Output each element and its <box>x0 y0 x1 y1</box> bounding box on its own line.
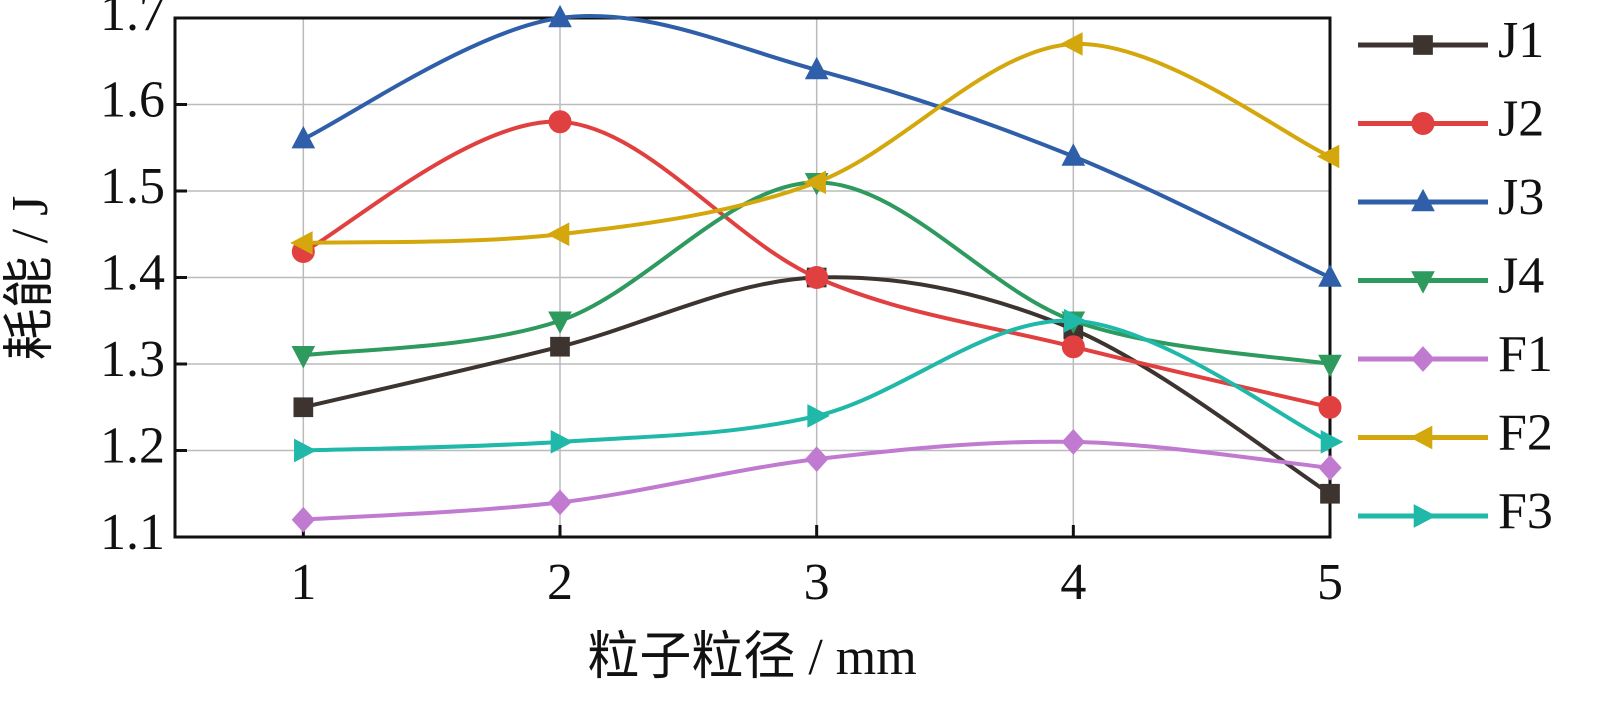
marker <box>291 506 316 533</box>
legend-label: F1 <box>1498 326 1553 383</box>
marker <box>1064 308 1087 333</box>
marker <box>548 489 572 516</box>
marker <box>1320 430 1344 454</box>
marker <box>548 4 572 28</box>
marker <box>1411 112 1435 135</box>
marker <box>803 170 826 195</box>
y-axis-label: 耗能 / J <box>2 196 59 361</box>
marker <box>1413 35 1433 55</box>
marker <box>293 397 314 418</box>
marker <box>548 110 572 134</box>
legend-label: F3 <box>1498 483 1553 540</box>
marker <box>291 125 316 149</box>
marker <box>807 404 830 428</box>
marker <box>805 266 829 289</box>
legend-label: J2 <box>1498 90 1544 147</box>
y-tick-label: 1.2 <box>100 417 165 474</box>
legend-label: J3 <box>1498 169 1544 226</box>
marker <box>804 56 829 80</box>
legend-label: J4 <box>1498 247 1544 304</box>
x-tick-label: 5 <box>1317 554 1343 611</box>
marker <box>548 311 572 334</box>
marker <box>1061 429 1086 455</box>
marker <box>1411 346 1435 372</box>
legend-label: J1 <box>1498 12 1544 69</box>
series <box>291 429 1342 533</box>
marker <box>290 231 313 255</box>
marker <box>550 430 574 454</box>
y-tick-label: 1.7 <box>100 0 165 42</box>
x-tick-label: 1 <box>290 554 316 611</box>
y-tick-label: 1.4 <box>100 244 165 301</box>
marker <box>1411 271 1435 294</box>
series <box>291 110 1342 419</box>
marker <box>1411 188 1435 212</box>
x-tick-label: 2 <box>547 554 573 611</box>
marker <box>1318 395 1342 419</box>
marker <box>1409 425 1433 450</box>
y-tick-label: 1.3 <box>100 331 165 388</box>
series <box>291 4 1342 287</box>
marker <box>1318 454 1342 481</box>
series <box>294 308 1344 463</box>
marker <box>1060 32 1083 56</box>
marker <box>1318 264 1342 287</box>
marker <box>550 336 570 357</box>
marker <box>1316 144 1340 169</box>
marker <box>1320 483 1340 504</box>
marker <box>294 438 317 463</box>
marker <box>1413 504 1437 528</box>
y-tick-label: 1.1 <box>100 504 165 561</box>
legend-label: F2 <box>1498 404 1553 461</box>
x-tick-label: 4 <box>1060 554 1086 611</box>
marker <box>546 222 570 247</box>
marker <box>291 346 316 369</box>
marker <box>1061 143 1086 166</box>
marker <box>1061 335 1085 359</box>
y-tick-label: 1.6 <box>100 71 165 128</box>
x-tick-label: 3 <box>804 554 830 611</box>
marker <box>804 446 829 472</box>
y-tick-label: 1.5 <box>100 158 165 215</box>
marker <box>1318 354 1342 378</box>
series <box>290 32 1340 255</box>
x-axis-label: 粒子粒径 / mm <box>587 629 916 686</box>
